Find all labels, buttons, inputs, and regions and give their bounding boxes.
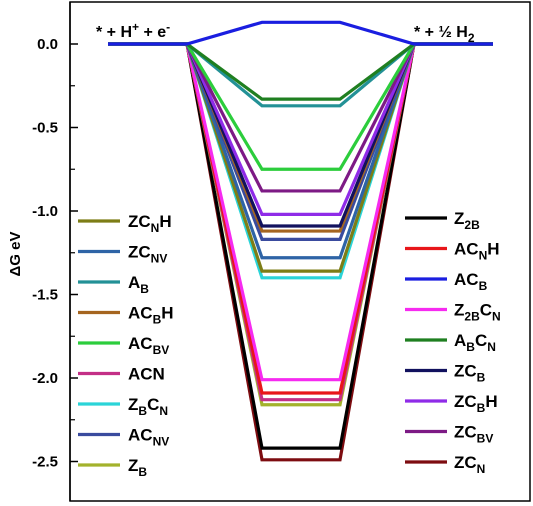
y-tick-label: -1.0 (32, 203, 58, 220)
legend-label-acn: ACN (128, 365, 165, 384)
series-line-acbh (108, 42, 493, 233)
series-layer (108, 20, 493, 462)
series-line-zbcn (108, 42, 493, 280)
legend-label-z2bcn: Z2B​CN​ (454, 301, 501, 324)
legend-label-zcb: ZCB​ (454, 362, 486, 385)
legend-left: ZCN​H ZCNV​ AB​ ACB​H ACBV​ ACN ZB​CN​ ACNV​ ZB​ (78, 212, 174, 479)
legend-label-zb: ZB​ (128, 456, 147, 479)
y-tick-label: -2.5 (32, 454, 58, 471)
y-tick-label: -0.5 (32, 120, 58, 137)
y-tick-label: -1.5 (32, 287, 58, 304)
legend-label-zcn: ZCN​ (454, 453, 485, 476)
state-annotation-1: * + H+​ + e-​ (96, 20, 170, 41)
legend-label-acbh: ACB​H (128, 304, 174, 327)
series-line-zcb (108, 42, 493, 228)
series-line-acb (108, 20, 493, 46)
legend-label-zbcn: ZB​CN​ (128, 395, 168, 418)
legend-label-acbv: ACBV​ (128, 334, 169, 357)
legend-label-zcnh: ZCN​H (128, 212, 172, 235)
series-line-zcnh (108, 42, 493, 273)
series-line-zcbh (108, 42, 493, 216)
y-axis-title: ΔG eV (7, 232, 24, 277)
state-annotations: * + H+​ + e-​ * + ½ H2​ (96, 20, 475, 45)
series-line-ab (108, 42, 493, 108)
legend-label-zcbh: ZCB​H (454, 392, 498, 415)
y-tick-label: 0.0 (37, 36, 58, 53)
state-annotation-2: * + ½ H2​ (414, 24, 475, 45)
legend-label-acnh: ACN​H (454, 240, 500, 263)
legend-label-zcbv: ZCBV​ (454, 423, 493, 446)
legend-right: Z2B​ ACN​H ACB​ Z2B​CN​ AB​CN​ ZCB​ ZCB​H ZCBV​… (405, 209, 501, 476)
legend-label-acb: ACB​ (454, 270, 488, 293)
series-line-acnv (108, 42, 493, 241)
legend-label-ab: AB​ (128, 273, 149, 296)
y-tick-label: -2.0 (32, 370, 58, 387)
legend-label-z2b: Z2B​ (454, 209, 480, 232)
y-axis: 0.0 -0.5 -1.0 -1.5 -2.0 -2.5 (32, 2, 78, 501)
legend-label-abcn: AB​CN​ (454, 331, 496, 354)
series-line-abcn (108, 42, 493, 101)
legend-label-zcnv: ZCNV​ (128, 243, 167, 266)
legend-label-acnv: ACNV​ (128, 426, 169, 449)
